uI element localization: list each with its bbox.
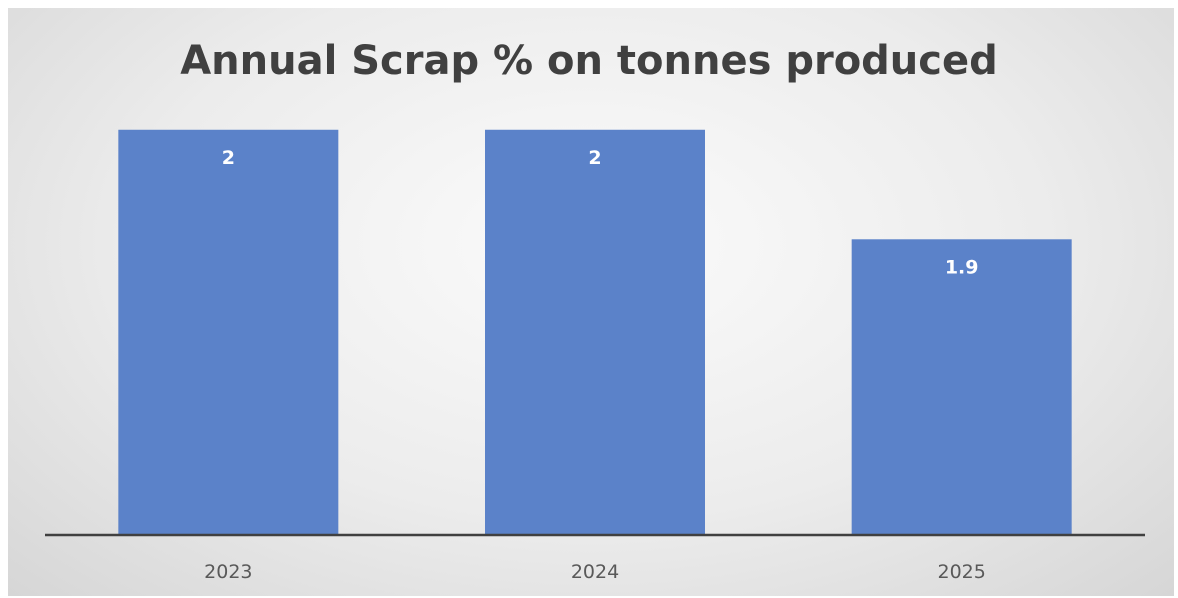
data-label-2025: 1.9 (945, 256, 979, 278)
bar-2023 (118, 129, 339, 535)
bar-2025 (851, 239, 1072, 536)
chart-title: Annual Scrap % on tonnes produced (180, 38, 998, 84)
bar-2024 (485, 129, 705, 535)
data-label-2024: 2 (588, 147, 601, 169)
x-tick-label-2024: 2024 (571, 561, 619, 583)
x-tick-label-2025: 2025 (937, 561, 985, 583)
data-label-2023: 2 (222, 147, 235, 169)
x-tick-label-2023: 2023 (204, 561, 252, 583)
